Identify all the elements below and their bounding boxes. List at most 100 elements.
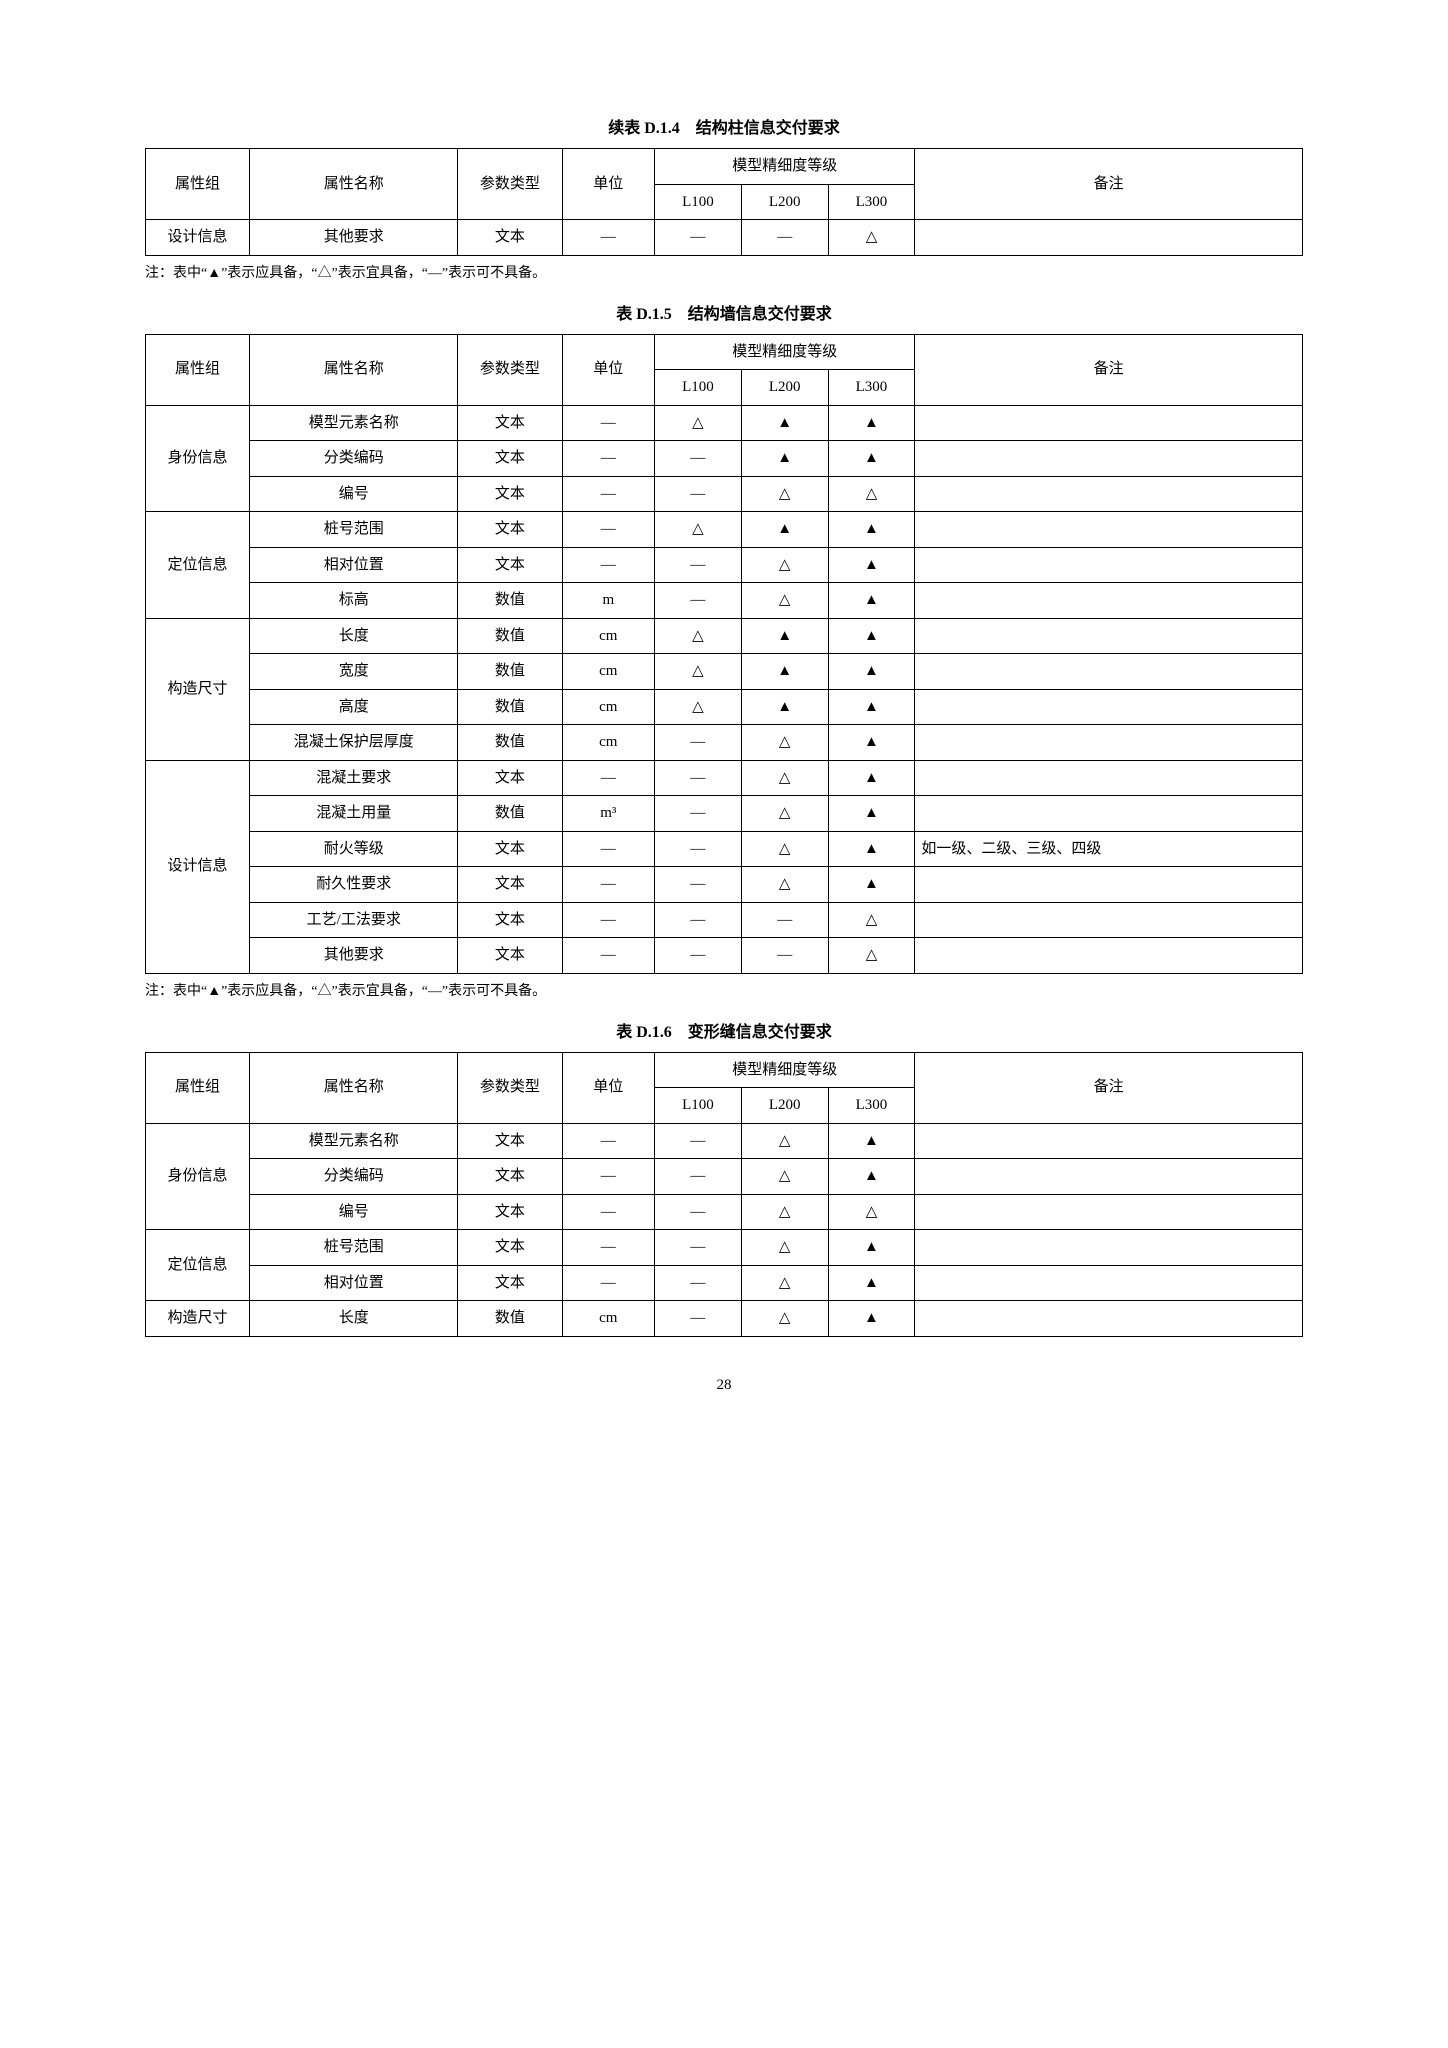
- table-row: 相对位置文本——△▲: [146, 1265, 1303, 1301]
- group-cell: 定位信息: [146, 512, 250, 619]
- cell: 文本: [458, 938, 562, 974]
- cell: ▲: [828, 618, 915, 654]
- cell: ▲: [828, 796, 915, 832]
- cell: [915, 1230, 1303, 1266]
- col-l100: L100: [655, 184, 742, 220]
- cell: —: [562, 220, 655, 256]
- cell: ▲: [828, 512, 915, 548]
- col-l200: L200: [741, 184, 828, 220]
- cell: [915, 1301, 1303, 1337]
- cell: 文本: [458, 512, 562, 548]
- table-row: 其他要求文本———△: [146, 938, 1303, 974]
- cell: 如一级、二级、三级、四级: [915, 831, 1303, 867]
- cell: [915, 689, 1303, 725]
- cell: △: [741, 867, 828, 903]
- cell: cm: [562, 1301, 655, 1337]
- cell: —: [562, 1159, 655, 1195]
- cell: ▲: [828, 867, 915, 903]
- col-l200: L200: [741, 370, 828, 406]
- cell: △: [741, 1265, 828, 1301]
- cell: ▲: [828, 689, 915, 725]
- cell: △: [655, 512, 742, 548]
- cell: ▲: [828, 1230, 915, 1266]
- table-row: 耐火等级文本——△▲如一级、二级、三级、四级: [146, 831, 1303, 867]
- cell: 相对位置: [250, 1265, 458, 1301]
- col-ptype: 参数类型: [458, 1052, 562, 1123]
- cell: [915, 760, 1303, 796]
- cell: △: [655, 654, 742, 690]
- table-row: 身份信息模型元素名称文本—△▲▲: [146, 405, 1303, 441]
- group-cell: 设计信息: [146, 760, 250, 973]
- col-remark: 备注: [915, 149, 1303, 220]
- cell: △: [741, 547, 828, 583]
- cell: [915, 405, 1303, 441]
- table-row: 构造尺寸长度数值cm—△▲: [146, 1301, 1303, 1337]
- cell: [915, 220, 1303, 256]
- cell: △: [741, 1194, 828, 1230]
- table3-head: 属性组属性名称参数类型单位模型精细度等级备注L100L200L300: [146, 1052, 1303, 1123]
- cell: —: [655, 1159, 742, 1195]
- cell: —: [655, 760, 742, 796]
- col-unit: 单位: [562, 334, 655, 405]
- cell: 分类编码: [250, 441, 458, 477]
- cell: 文本: [458, 441, 562, 477]
- table-row: 设计信息混凝土要求文本——△▲: [146, 760, 1303, 796]
- cell: ▲: [828, 1301, 915, 1337]
- col-remark: 备注: [915, 1052, 1303, 1123]
- cell: 耐久性要求: [250, 867, 458, 903]
- table-row: 混凝土用量数值m³—△▲: [146, 796, 1303, 832]
- cell: 文本: [458, 1194, 562, 1230]
- cell: ▲: [741, 618, 828, 654]
- cell: ▲: [828, 831, 915, 867]
- col-name: 属性名称: [250, 149, 458, 220]
- cell: —: [741, 938, 828, 974]
- cell: ▲: [741, 512, 828, 548]
- table2-note: 注：表中“▲”表示应具备，“△”表示宜具备，“—”表示可不具备。: [145, 980, 1303, 1000]
- table3: 属性组属性名称参数类型单位模型精细度等级备注L100L200L300 身份信息模…: [145, 1052, 1303, 1337]
- table-row: 定位信息桩号范围文本—△▲▲: [146, 512, 1303, 548]
- cell: ▲: [828, 583, 915, 619]
- table1-caption: 续表 D.1.4 结构柱信息交付要求: [145, 114, 1303, 138]
- cell: 数值: [458, 654, 562, 690]
- table2-caption: 表 D.1.5 结构墙信息交付要求: [145, 300, 1303, 324]
- cell: [915, 867, 1303, 903]
- cell: —: [655, 902, 742, 938]
- col-l100: L100: [655, 370, 742, 406]
- cell: 工艺/工法要求: [250, 902, 458, 938]
- table-row: 身份信息模型元素名称文本——△▲: [146, 1123, 1303, 1159]
- cell: —: [562, 405, 655, 441]
- cell: [915, 938, 1303, 974]
- col-ptype: 参数类型: [458, 149, 562, 220]
- cell: 文本: [458, 1265, 562, 1301]
- cell: 宽度: [250, 654, 458, 690]
- table1-head: 属性组属性名称参数类型单位模型精细度等级备注L100L200L300: [146, 149, 1303, 220]
- cell: 文本: [458, 220, 562, 256]
- cell: ▲: [741, 405, 828, 441]
- cell: ▲: [828, 1123, 915, 1159]
- cell: —: [741, 220, 828, 256]
- cell: [915, 1159, 1303, 1195]
- cell: [915, 512, 1303, 548]
- cell: [915, 476, 1303, 512]
- table-row: 耐久性要求文本——△▲: [146, 867, 1303, 903]
- cell: 长度: [250, 618, 458, 654]
- cell: 编号: [250, 1194, 458, 1230]
- cell: 高度: [250, 689, 458, 725]
- cell: 数值: [458, 583, 562, 619]
- col-ptype: 参数类型: [458, 334, 562, 405]
- cell: ▲: [828, 760, 915, 796]
- cell: m: [562, 583, 655, 619]
- cell: ▲: [828, 725, 915, 761]
- cell: △: [741, 1301, 828, 1337]
- cell: 桩号范围: [250, 1230, 458, 1266]
- page-number: 28: [145, 1377, 1303, 1394]
- cell: △: [741, 476, 828, 512]
- cell: [915, 441, 1303, 477]
- cell: △: [828, 938, 915, 974]
- cell: [915, 796, 1303, 832]
- cell: [915, 902, 1303, 938]
- cell: —: [655, 476, 742, 512]
- cell: [915, 1194, 1303, 1230]
- cell: —: [562, 760, 655, 796]
- cell: —: [655, 725, 742, 761]
